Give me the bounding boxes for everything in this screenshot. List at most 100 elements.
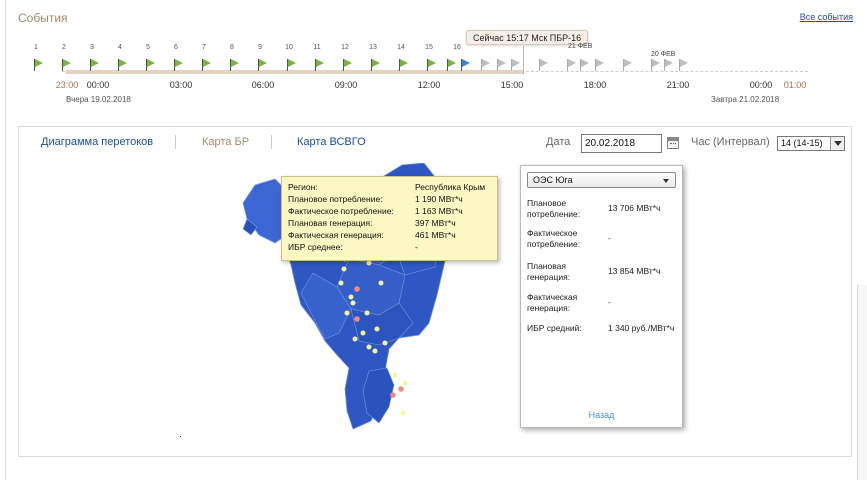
flag-green-icon[interactable] (371, 59, 380, 71)
timeline-progress (66, 70, 523, 74)
map-region-sevastopol (242, 218, 258, 236)
tick-number: 4 (118, 44, 122, 51)
flag-gray-icon[interactable] (580, 59, 589, 71)
map-marker-yellow (366, 260, 372, 266)
map-marker-red (354, 286, 360, 292)
flag-green-icon[interactable] (315, 59, 324, 71)
date-marker-feb21: 21 ФЕВ (568, 43, 593, 50)
back-link[interactable]: Назад (588, 410, 615, 420)
tooltip-key: Фактическая генерация: (288, 230, 384, 240)
tick-number: 2 (62, 44, 66, 51)
flag-gray-icon[interactable] (679, 59, 688, 71)
tooltip-key: Плановое потребление: (288, 194, 383, 204)
tick-number: 1 (34, 44, 38, 51)
chevron-down-icon[interactable] (830, 137, 844, 150)
tooltip-row: Регион: Республика Крым (288, 181, 491, 193)
map-marker-yellow (402, 380, 408, 386)
flag-gray-icon[interactable] (567, 59, 576, 71)
map-marker-yellow (372, 348, 378, 354)
flag-gray-icon[interactable] (664, 59, 673, 71)
tooltip-row: Плановое потребление: 1 190 МВт*ч (288, 193, 491, 205)
flag-gray-icon[interactable] (481, 59, 490, 71)
ibr-value: 1 340 руб./МВт*ч (608, 323, 675, 333)
tab-br-map[interactable]: Карта БР (202, 136, 250, 148)
tick-number: 13 (369, 44, 377, 51)
tick-number: 3 (90, 44, 94, 51)
oes-info-box: ОЭС Юга Плановое потребление: 13 706 МВт… (520, 165, 683, 428)
flag-gray-icon[interactable] (651, 59, 660, 71)
tick-number: 9 (258, 44, 262, 51)
tooltip-key: ИБР среднее: (288, 242, 343, 252)
flag-green-icon[interactable] (230, 59, 239, 71)
flag-green-icon[interactable] (34, 59, 43, 71)
tooltip-value: Республика Крым (415, 182, 486, 192)
tick-number: 8 (230, 44, 234, 51)
ibr-average: ИБР средний: 1 340 руб./МВт*ч (527, 323, 674, 334)
tab-flow-diagram[interactable]: Диаграмма перетоков (41, 136, 154, 148)
flag-green-icon[interactable] (146, 59, 155, 71)
chevron-down-icon (663, 179, 669, 183)
map-marker-yellow (382, 340, 388, 346)
map-marker-yellow (400, 410, 406, 416)
tick-number: 7 (202, 44, 206, 51)
map-marker-yellow (378, 280, 384, 286)
stray-dot (180, 436, 181, 437)
map-marker-yellow (360, 330, 366, 336)
flag-green-icon[interactable] (90, 59, 99, 71)
fact-generation-label: Фактическая генерация: (527, 292, 578, 313)
oes-select[interactable]: ОЭС Юга (527, 172, 676, 188)
time-label: 18:00 (583, 80, 607, 90)
map-marker-red (390, 392, 396, 398)
tomorrow-label: Завтра 21.02.2018 (711, 95, 780, 104)
plan-generation: Плановая генерация: 13 854 МВт*ч (527, 261, 660, 283)
flag-gray-icon[interactable] (595, 59, 604, 71)
all-events-link[interactable]: Все события (799, 12, 853, 22)
hour-label: Час (Интервал) (691, 136, 770, 148)
plan-consumption-value: 13 706 МВт*ч (608, 203, 661, 213)
tooltip-row: ИБР среднее: - (288, 241, 491, 253)
time-label: 00:00 (86, 80, 110, 90)
flag-green-icon[interactable] (174, 59, 183, 71)
date-marker-feb20: 20 ФЕВ (651, 51, 676, 58)
tab-divider (175, 135, 176, 149)
flag-gray-icon[interactable] (511, 59, 520, 71)
map-marker-yellow (366, 344, 372, 350)
tick-number: 11 (313, 44, 321, 51)
tooltip-value: 1 190 МВт*ч (415, 194, 463, 204)
flag-green-icon[interactable] (287, 59, 296, 71)
flag-gray-icon[interactable] (539, 59, 548, 71)
date-input[interactable] (581, 134, 662, 153)
flag-gray-icon[interactable] (497, 59, 506, 71)
flag-gray-icon[interactable] (623, 59, 632, 71)
tooltip-key: Регион: (288, 182, 318, 192)
flag-green-icon[interactable] (447, 59, 456, 71)
ibr-label: ИБР средний: (527, 323, 582, 333)
tooltip-row: Фактическая генерация: 461 МВт*ч (288, 229, 491, 241)
tab-vsvgo-map[interactable]: Карта ВСВГО (297, 136, 366, 148)
region-tooltip: Регион: Республика Крым Плановое потребле… (281, 176, 498, 261)
time-label: 09:00 (334, 80, 358, 90)
flag-green-icon[interactable] (62, 59, 71, 71)
hour-select[interactable]: 14 (14-15) (777, 136, 845, 151)
view-tabs: Диаграмма перетоков Карта БР Карта ВСВГО… (19, 127, 851, 159)
flag-blue-icon[interactable] (461, 59, 470, 71)
right-scroll-edge (857, 285, 867, 480)
map-marker-yellow (350, 300, 356, 306)
map-marker-yellow (348, 294, 354, 300)
calendar-icon[interactable] (667, 137, 679, 149)
map-marker-yellow (338, 280, 344, 286)
time-label: 23:00 (55, 80, 79, 90)
flag-green-icon[interactable] (399, 59, 408, 71)
flag-green-icon[interactable] (343, 59, 352, 71)
flag-green-icon[interactable] (258, 59, 267, 71)
tooltip-value: 397 МВт*ч (415, 218, 456, 228)
flag-green-icon[interactable] (118, 59, 127, 71)
plan-generation-value: 13 854 МВт*ч (608, 266, 661, 276)
tick-number: 14 (397, 44, 405, 51)
flag-green-icon[interactable] (427, 59, 436, 71)
flag-green-icon[interactable] (202, 59, 211, 71)
map-marker-yellow (341, 266, 347, 272)
time-label: 15:00 (500, 80, 524, 90)
tab-divider (271, 135, 272, 149)
tooltip-row: Фактическое потребление: 1 163 МВт*ч (288, 205, 491, 217)
